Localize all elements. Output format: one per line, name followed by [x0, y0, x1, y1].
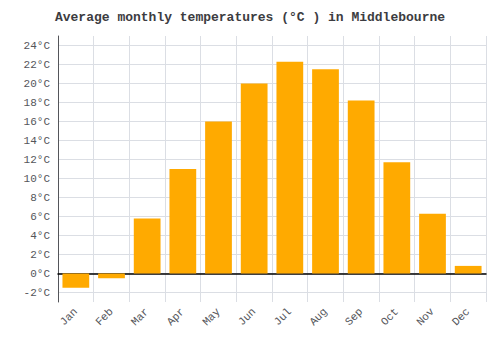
svg-text:22°C: 22°C: [24, 59, 51, 71]
svg-text:6°C: 6°C: [30, 211, 50, 223]
svg-text:4°C: 4°C: [30, 230, 50, 242]
svg-text:Apr: Apr: [165, 306, 187, 328]
svg-text:Average monthly temperatures (: Average monthly temperatures (°C ) in Mi…: [55, 10, 445, 25]
svg-text:Feb: Feb: [93, 306, 115, 328]
svg-text:Oct: Oct: [379, 306, 401, 328]
svg-text:10°C: 10°C: [24, 173, 51, 185]
svg-text:0°C: 0°C: [30, 268, 50, 280]
svg-text:-2°C: -2°C: [24, 287, 51, 299]
svg-text:14°C: 14°C: [24, 135, 51, 147]
svg-text:20°C: 20°C: [24, 78, 51, 90]
svg-text:2°C: 2°C: [30, 249, 50, 261]
svg-text:18°C: 18°C: [24, 97, 51, 109]
svg-text:Nov: Nov: [414, 305, 437, 328]
svg-text:Aug: Aug: [307, 306, 329, 328]
svg-text:Mar: Mar: [129, 306, 151, 328]
svg-text:24°C: 24°C: [24, 40, 51, 52]
svg-text:12°C: 12°C: [24, 154, 51, 166]
svg-text:Jan: Jan: [58, 306, 80, 328]
svg-text:Jun: Jun: [236, 306, 258, 328]
svg-text:8°C: 8°C: [30, 192, 50, 204]
svg-text:Sep: Sep: [343, 306, 365, 328]
svg-text:Jul: Jul: [272, 306, 294, 328]
svg-text:Dec: Dec: [450, 306, 472, 328]
svg-text:16°C: 16°C: [24, 116, 51, 128]
svg-text:May: May: [200, 305, 223, 328]
